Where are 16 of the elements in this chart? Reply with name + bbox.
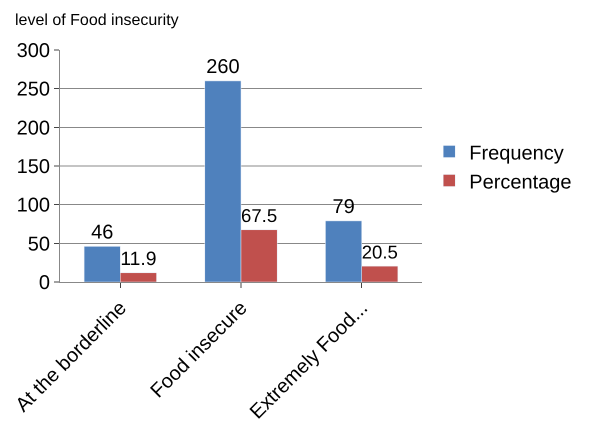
legend-label: Percentage — [469, 171, 572, 194]
data-label: 79 — [332, 196, 355, 218]
legend-label: Frequency — [469, 142, 564, 164]
data-label: 46 — [91, 221, 114, 244]
y-tick-label: 300 — [16, 40, 50, 62]
y-tick-label: 150 — [16, 156, 50, 178]
data-label: 20.5 — [362, 242, 398, 262]
chart-title: level of Food insecurity — [15, 12, 179, 29]
y-tick-label: 0 — [38, 272, 50, 294]
data-label: 260 — [206, 56, 240, 78]
data-label: 67.5 — [241, 205, 278, 226]
y-tick-label: 100 — [16, 194, 50, 217]
y-tick-label: 50 — [28, 233, 50, 256]
data-label: 11.9 — [120, 248, 157, 270]
y-tick-label: 250 — [16, 78, 50, 101]
y-tick-label: 200 — [16, 117, 50, 140]
